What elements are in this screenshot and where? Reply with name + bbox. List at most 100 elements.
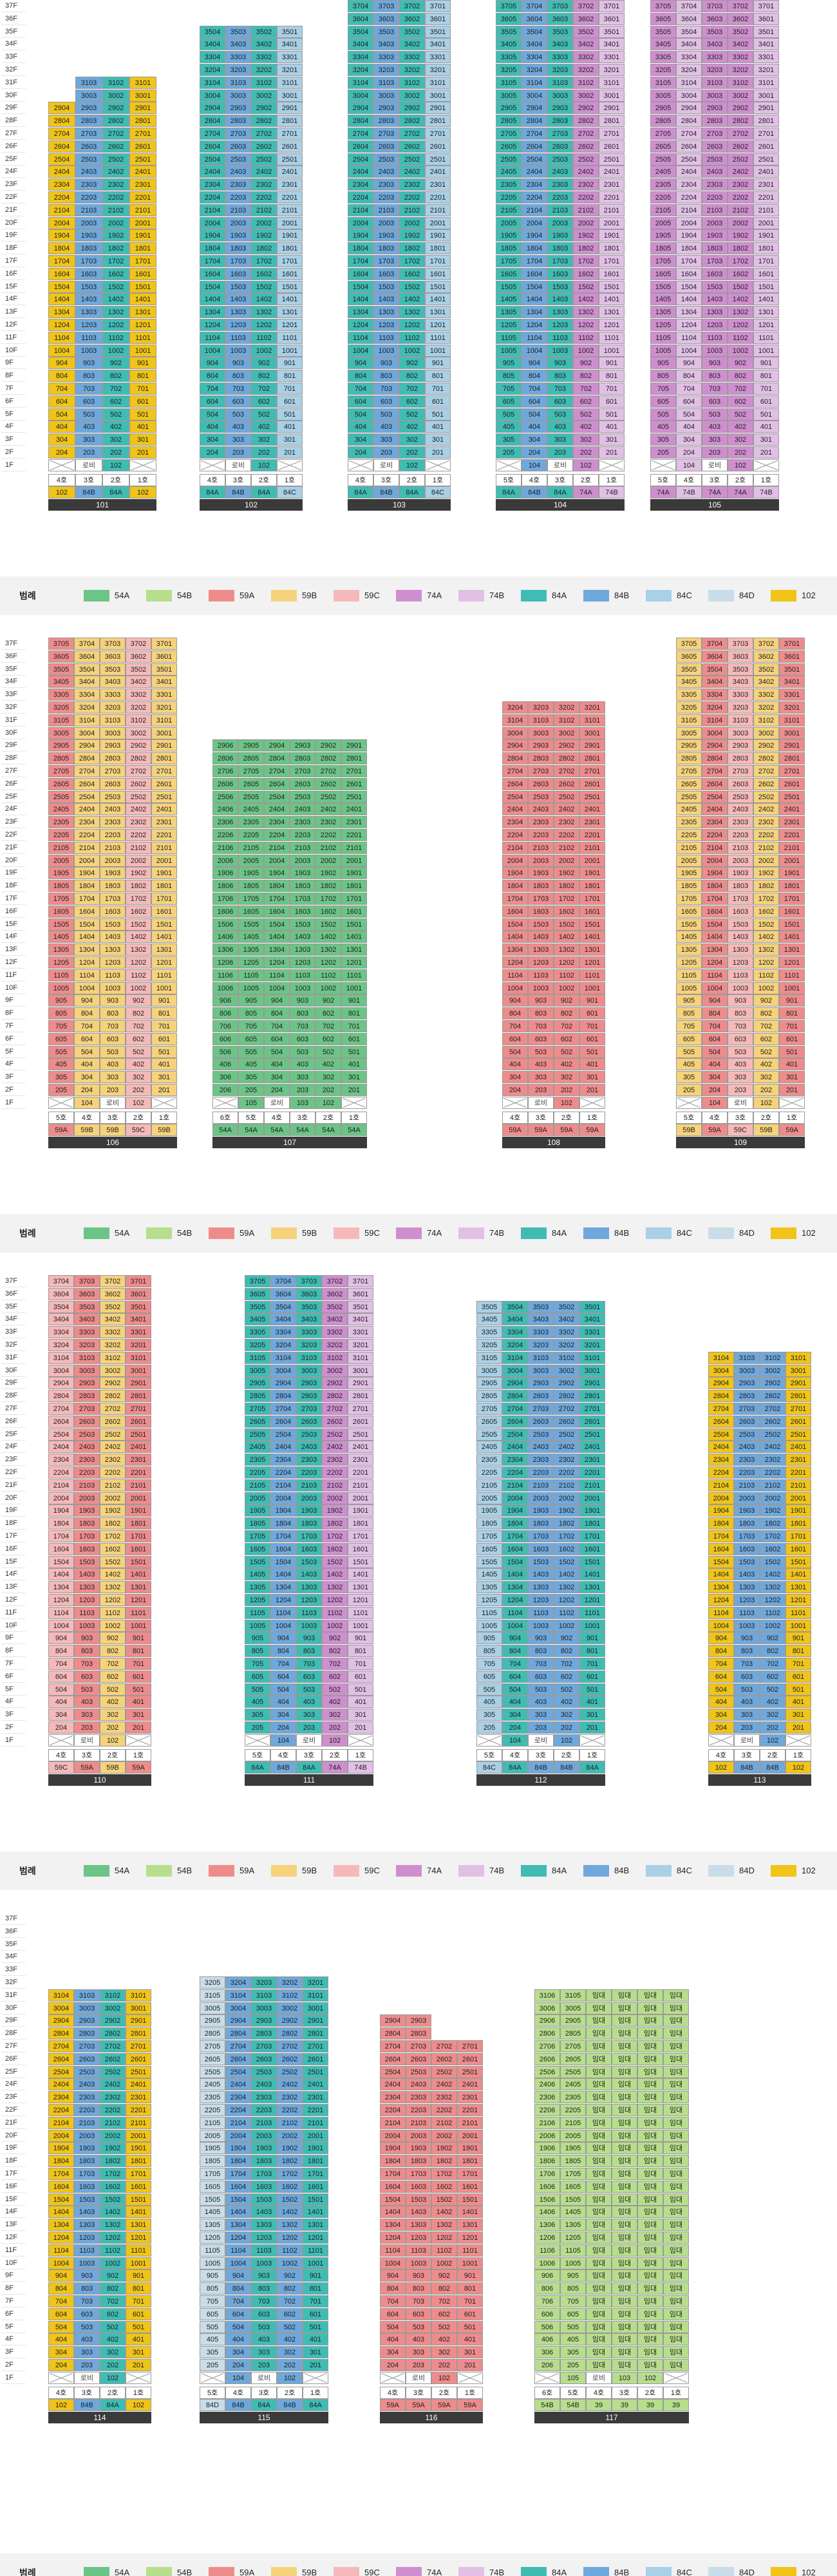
unit-cell: 2204 xyxy=(380,2104,406,2116)
unit-cell: 1002 xyxy=(431,2257,457,2269)
unit-cell: 605 xyxy=(560,2307,586,2320)
unit-cell: 2902 xyxy=(728,102,753,115)
unit-cell: 1303 xyxy=(296,1581,322,1594)
unit-cell: 303 xyxy=(75,433,102,446)
unit-cell: 904 xyxy=(74,994,100,1007)
floor-label: 3F xyxy=(1,433,26,446)
unit-number-header: 2호 xyxy=(554,1748,579,1761)
unit-cell: 2701 xyxy=(277,128,303,140)
floor-label: 32F xyxy=(1,701,26,714)
unit-cell: 1602 xyxy=(102,267,129,280)
empty-cell xyxy=(129,459,156,471)
unit-cell: 3502 xyxy=(399,25,425,38)
unit-cell: 3301 xyxy=(779,688,805,701)
unit-cell: 303 xyxy=(225,433,251,446)
unit-cell: 1304 xyxy=(380,2219,406,2231)
unit-cell: 202 xyxy=(100,2359,126,2371)
unit-cell: 204 xyxy=(502,1721,528,1734)
unit-cell: 304 xyxy=(264,1071,290,1084)
unit-cell: 1904 xyxy=(522,229,547,242)
legend-label: 74A xyxy=(427,591,442,600)
unit-cell: 1705 xyxy=(245,1530,270,1542)
unit-cell: 2405 xyxy=(200,2078,225,2091)
unit-cell: 2001 xyxy=(341,854,367,867)
floor-label: 19F xyxy=(1,1504,26,1517)
unit-cell: 504 xyxy=(74,1045,100,1058)
unit-cell: 1801 xyxy=(779,880,805,893)
unit-cell: 2004 xyxy=(676,216,702,229)
unit-cell: 701 xyxy=(277,383,303,395)
unit-cell: 802 xyxy=(100,1645,126,1658)
unit-cell: 2401 xyxy=(341,803,367,816)
unit-cell: 203 xyxy=(406,2359,431,2371)
unit-cell: 3503 xyxy=(225,25,251,38)
unit-cell: 201 xyxy=(151,1084,177,1096)
unit-cell: 임대 xyxy=(612,2091,637,2104)
unit-cell: 703 xyxy=(251,2295,277,2307)
unit-cell: 2402 xyxy=(100,1441,126,1454)
unit-cell: 1606 xyxy=(534,2180,560,2193)
unit-cell: 502 xyxy=(554,1683,579,1696)
empty-cell xyxy=(676,1096,702,1109)
unit-type-label: 59B xyxy=(100,1124,126,1137)
unit-cell: 3202 xyxy=(554,1339,579,1351)
unit-cell: 2404 xyxy=(348,166,373,178)
unit-cell: 1803 xyxy=(74,2155,100,2168)
floor-label: 18F xyxy=(1,242,26,255)
unit-cell: 2504 xyxy=(502,790,528,803)
unit-cell: 602 xyxy=(760,1670,785,1683)
unit-type-label: 59B xyxy=(753,1124,779,1137)
unit-cell: 3603 xyxy=(100,650,126,663)
unit-cell: 401 xyxy=(126,1696,151,1709)
unit-cell: 1305 xyxy=(48,943,74,956)
unit-cell: 704 xyxy=(48,1658,74,1670)
unit-cell: 802 xyxy=(277,2282,303,2295)
unit-cell: 1204 xyxy=(264,956,290,969)
unit-cell: 202 xyxy=(753,1084,779,1096)
lobby-cell: 로비 xyxy=(225,459,251,471)
unit-cell: 1905 xyxy=(676,867,702,880)
unit-cell: 2602 xyxy=(431,2052,457,2065)
unit-cell: 1104 xyxy=(48,2244,74,2257)
unit-cell: 2804 xyxy=(502,752,528,765)
unit-cell: 701 xyxy=(753,383,779,395)
unit-cell: 403 xyxy=(528,1058,554,1071)
unit-type-label: 84B xyxy=(734,1761,760,1774)
unit-cell: 1601 xyxy=(126,2180,151,2193)
unit-cell: 303 xyxy=(528,1071,554,1084)
unit-cell: 3004 xyxy=(48,1364,74,1377)
building-number: 104 xyxy=(496,499,625,511)
unit-cell: 2304 xyxy=(708,1454,734,1466)
unit-cell: 2804 xyxy=(264,752,290,765)
unit-cell: 1901 xyxy=(348,1504,373,1517)
unit-type-label: 102 xyxy=(708,1761,734,1774)
floor-label: 30F xyxy=(1,1364,26,1377)
unit-cell: 602 xyxy=(554,1032,579,1045)
unit-cell: 3203 xyxy=(74,1339,100,1351)
unit-cell: 임대 xyxy=(637,2282,663,2295)
unit-cell: 706 xyxy=(534,2295,560,2307)
unit-number-header: 2호 xyxy=(315,1111,341,1124)
floor-label: 13F xyxy=(1,2219,26,2231)
unit-cell: 3004 xyxy=(74,726,100,739)
floor-label: 11F xyxy=(1,1606,26,1619)
unit-cell: 임대 xyxy=(612,2244,637,2257)
unit-cell: 3101 xyxy=(785,1351,811,1364)
floor-label: 16F xyxy=(1,1542,26,1555)
unit-cell: 2401 xyxy=(151,803,177,816)
unit-cell: 702 xyxy=(554,1658,579,1670)
floor-label: 22F xyxy=(1,829,26,841)
unit-cell: 3201 xyxy=(348,1339,373,1351)
unit-cell: 302 xyxy=(277,2346,303,2359)
unit-cell: 1704 xyxy=(48,1530,74,1542)
unit-cell: 2304 xyxy=(200,178,225,191)
floor-label: 21F xyxy=(1,841,26,854)
unit-cell: 2002 xyxy=(573,216,599,229)
unit-cell: 3304 xyxy=(702,688,728,701)
unit-cell: 임대 xyxy=(612,2180,637,2193)
unit-cell: 1905 xyxy=(245,1504,270,1517)
unit-cell: 2802 xyxy=(251,115,277,128)
unit-cell: 1705 xyxy=(650,255,676,267)
unit-cell: 3102 xyxy=(760,1351,785,1364)
unit-cell: 906 xyxy=(534,2269,560,2282)
